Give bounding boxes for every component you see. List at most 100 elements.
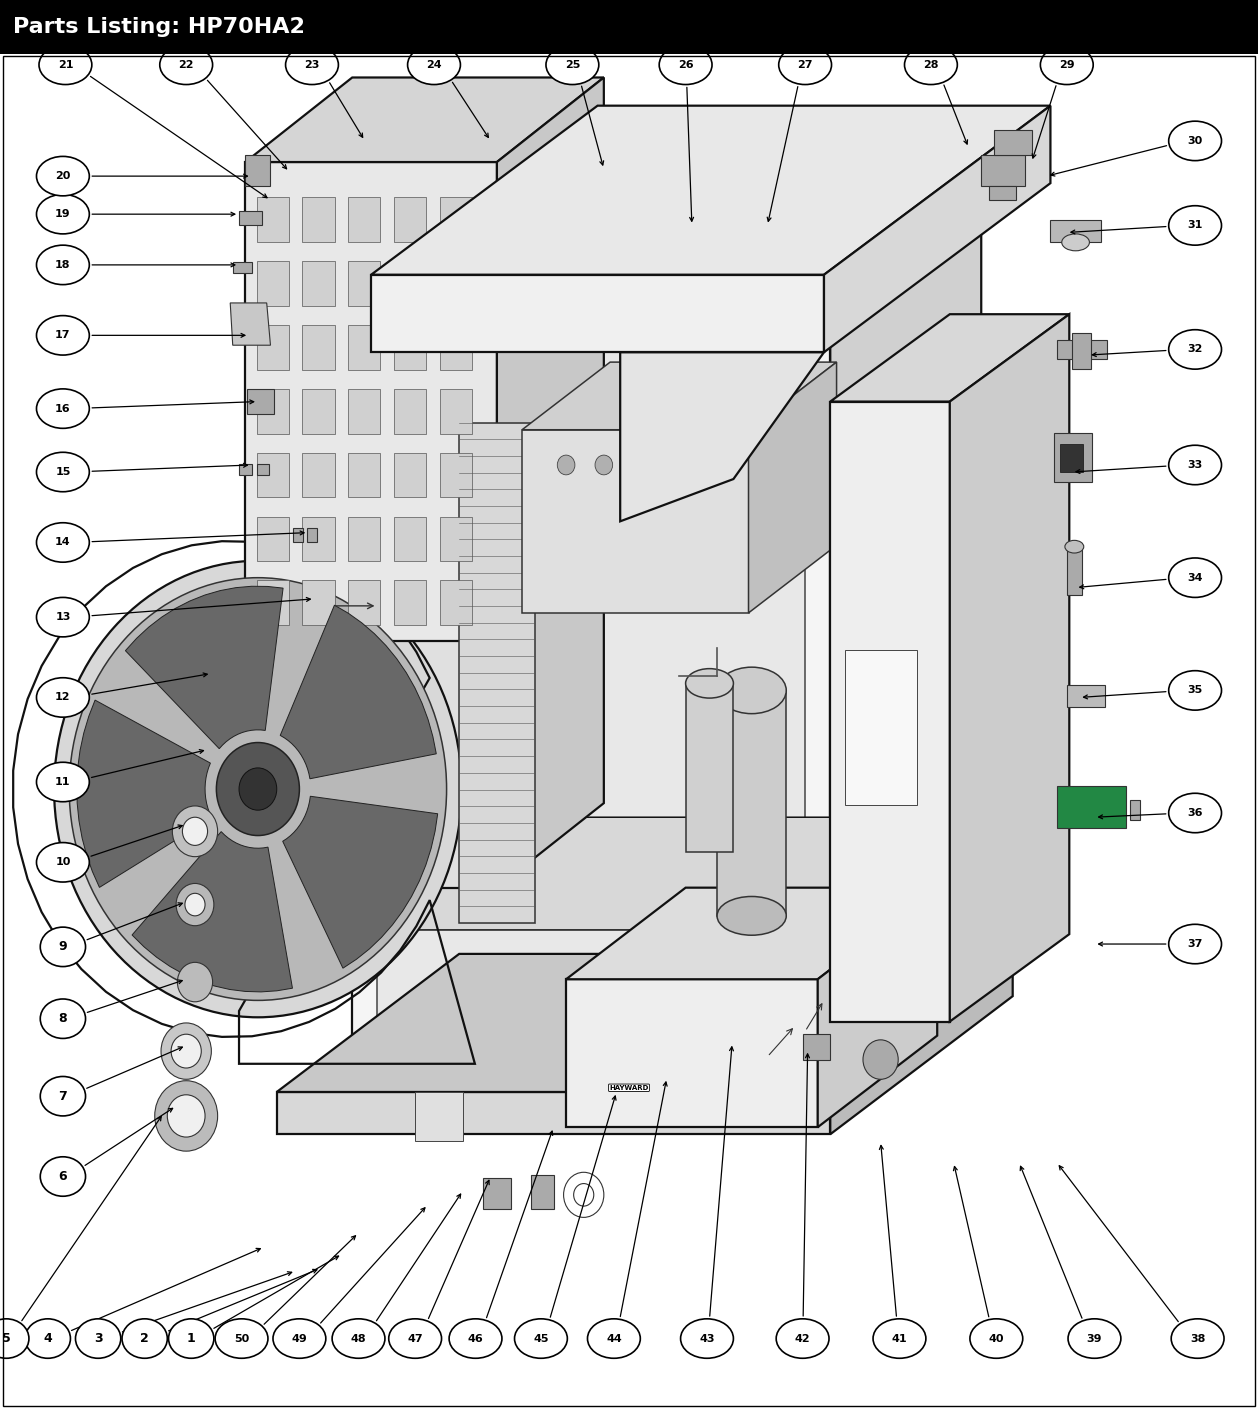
Text: 18: 18 xyxy=(55,259,70,271)
Bar xyxy=(302,261,335,306)
Circle shape xyxy=(671,455,688,475)
Bar xyxy=(348,452,380,497)
Bar xyxy=(440,389,472,434)
Bar xyxy=(1067,547,1082,595)
Text: 14: 14 xyxy=(55,537,70,548)
Text: 33: 33 xyxy=(1188,459,1203,471)
Bar xyxy=(239,464,252,475)
Bar xyxy=(257,517,289,561)
Ellipse shape xyxy=(36,389,89,428)
Bar xyxy=(302,517,335,561)
Ellipse shape xyxy=(215,1319,268,1358)
Polygon shape xyxy=(566,979,818,1127)
Text: 16: 16 xyxy=(55,403,70,414)
Bar xyxy=(717,690,786,916)
Bar xyxy=(257,464,269,475)
Text: 23: 23 xyxy=(304,59,320,70)
Polygon shape xyxy=(377,310,805,1078)
Text: 36: 36 xyxy=(1188,807,1203,819)
Circle shape xyxy=(54,561,462,1017)
Polygon shape xyxy=(830,169,981,1106)
Ellipse shape xyxy=(36,843,89,882)
Ellipse shape xyxy=(122,1319,167,1358)
Ellipse shape xyxy=(905,45,957,85)
Bar xyxy=(348,389,380,434)
Ellipse shape xyxy=(873,1319,926,1358)
Circle shape xyxy=(167,1095,205,1137)
Circle shape xyxy=(574,1184,594,1206)
Text: 44: 44 xyxy=(606,1333,621,1344)
Bar xyxy=(415,1092,463,1141)
Ellipse shape xyxy=(1169,924,1222,964)
Bar xyxy=(348,197,380,242)
Circle shape xyxy=(595,455,613,475)
Bar xyxy=(257,197,289,242)
Ellipse shape xyxy=(1040,45,1093,85)
Circle shape xyxy=(633,455,650,475)
Bar xyxy=(394,325,426,369)
Ellipse shape xyxy=(449,1319,502,1358)
Bar xyxy=(440,197,472,242)
Text: 41: 41 xyxy=(892,1333,907,1344)
Text: 20: 20 xyxy=(55,170,70,182)
Bar xyxy=(994,130,1032,155)
Ellipse shape xyxy=(389,1319,442,1358)
Ellipse shape xyxy=(1068,1319,1121,1358)
Text: 24: 24 xyxy=(426,59,442,70)
Circle shape xyxy=(564,1172,604,1217)
Bar xyxy=(257,261,289,306)
Ellipse shape xyxy=(36,597,89,637)
Ellipse shape xyxy=(717,668,786,714)
Bar xyxy=(845,650,917,805)
Text: 45: 45 xyxy=(533,1333,548,1344)
Text: 50: 50 xyxy=(234,1333,249,1344)
Circle shape xyxy=(182,817,208,845)
Polygon shape xyxy=(352,817,981,930)
Text: 40: 40 xyxy=(989,1333,1004,1344)
Bar xyxy=(348,325,380,369)
Bar xyxy=(257,581,289,626)
Polygon shape xyxy=(283,796,438,968)
Polygon shape xyxy=(77,700,211,888)
Text: 26: 26 xyxy=(678,59,693,70)
Polygon shape xyxy=(830,402,950,1022)
Ellipse shape xyxy=(779,45,832,85)
Ellipse shape xyxy=(1169,558,1222,597)
Polygon shape xyxy=(371,275,824,352)
Polygon shape xyxy=(824,106,1050,352)
Ellipse shape xyxy=(39,45,92,85)
Ellipse shape xyxy=(970,1319,1023,1358)
Circle shape xyxy=(171,1034,201,1068)
Polygon shape xyxy=(245,77,604,162)
Text: 39: 39 xyxy=(1087,1333,1102,1344)
Bar xyxy=(257,325,289,369)
Ellipse shape xyxy=(659,45,712,85)
Bar xyxy=(293,528,303,542)
Bar xyxy=(981,155,1025,186)
Bar xyxy=(239,211,262,225)
Bar xyxy=(1072,333,1091,369)
Bar xyxy=(394,517,426,561)
Circle shape xyxy=(69,578,447,1000)
Ellipse shape xyxy=(686,669,733,697)
Ellipse shape xyxy=(587,1319,640,1358)
Text: 43: 43 xyxy=(699,1333,715,1344)
Ellipse shape xyxy=(681,1319,733,1358)
Polygon shape xyxy=(126,586,283,748)
Bar xyxy=(394,389,426,434)
Ellipse shape xyxy=(36,762,89,802)
Text: 22: 22 xyxy=(179,59,194,70)
Text: 32: 32 xyxy=(1188,344,1203,355)
Ellipse shape xyxy=(36,156,89,196)
Circle shape xyxy=(557,455,575,475)
Bar xyxy=(245,155,270,186)
Polygon shape xyxy=(818,888,937,1127)
Bar xyxy=(440,261,472,306)
Text: 6: 6 xyxy=(59,1169,67,1184)
Text: 34: 34 xyxy=(1188,572,1203,583)
Bar xyxy=(483,1178,511,1209)
Text: 8: 8 xyxy=(59,1012,67,1026)
Text: 30: 30 xyxy=(1188,135,1203,147)
Bar xyxy=(531,1175,554,1209)
Polygon shape xyxy=(830,314,1069,402)
